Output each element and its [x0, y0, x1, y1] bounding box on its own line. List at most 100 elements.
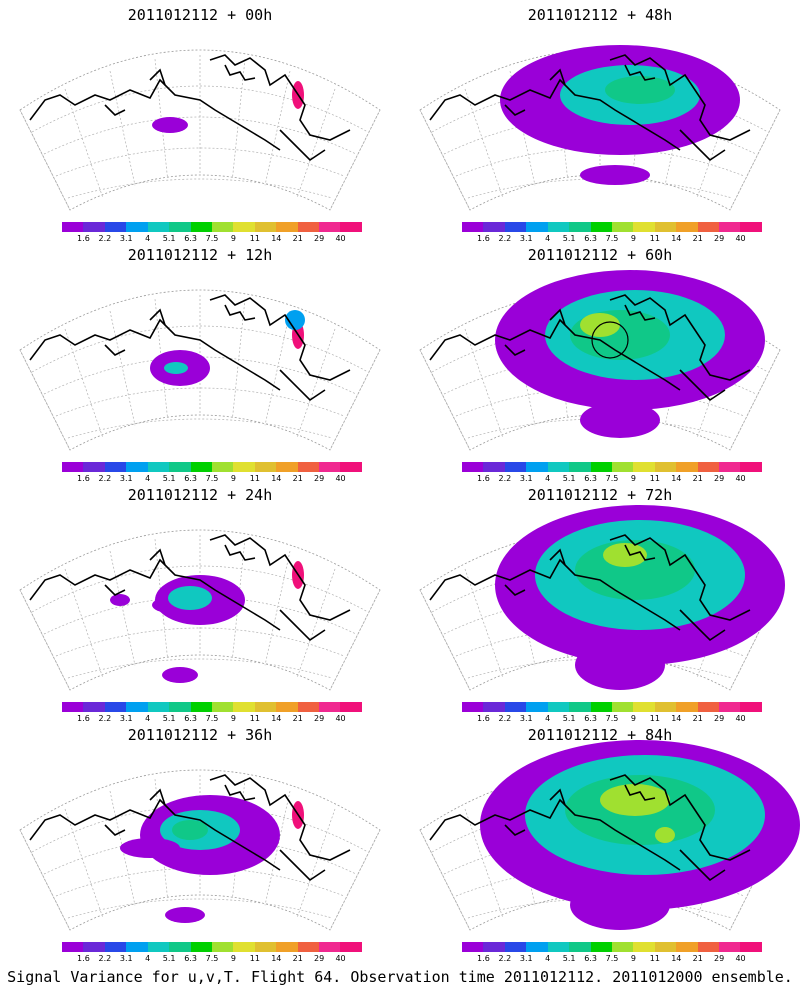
colorbar-cell: [104, 702, 127, 712]
coastline: [104, 104, 126, 116]
coastline: [209, 774, 351, 861]
colorbar-cell: [504, 942, 527, 952]
colorbar-cell: [590, 462, 612, 472]
colorbar-cell: [254, 222, 277, 232]
colorbar-cell: [547, 222, 570, 232]
colorbar-cell: [62, 702, 84, 712]
colorbar-cell: [719, 222, 741, 232]
colorbar-cell: [126, 942, 148, 952]
colorbar-cell: [276, 462, 298, 472]
colorbar-label: 3.1: [519, 234, 533, 243]
colorbar-label: 21: [692, 714, 703, 723]
colorbar-label: 14: [271, 954, 282, 963]
colorbar-label: 29: [314, 234, 325, 243]
colorbar-cell: [276, 222, 298, 232]
colorbar-cell: [462, 702, 484, 712]
colorbar-cell: [62, 222, 84, 232]
variance-region: [168, 586, 212, 610]
colorbar-label: 2.2: [98, 234, 112, 243]
colorbar-label: 21: [692, 954, 703, 963]
colorbar-cell: [319, 942, 341, 952]
meridian-line: [19, 589, 71, 691]
colorbar-cell: [126, 222, 148, 232]
colorbar-cell: [483, 942, 505, 952]
colorbar-cell: [319, 222, 341, 232]
colorbar-label: 4: [545, 714, 551, 723]
colorbar-label: 4: [145, 234, 151, 243]
colorbar-cell: [340, 222, 362, 232]
colorbar-label: 2.2: [98, 474, 112, 483]
coastline: [224, 304, 256, 321]
colorbar-label: 4: [545, 954, 551, 963]
colorbar-label: 3.1: [119, 474, 133, 483]
colorbar-cell: [169, 702, 191, 712]
coastline: [209, 294, 351, 381]
latitude-line: [31, 325, 369, 373]
colorbar-label: 6.3: [584, 234, 597, 243]
coastline: [549, 68, 566, 86]
meridian-line: [64, 88, 103, 197]
coastline: [224, 784, 256, 801]
colorbar-cell: [569, 702, 591, 712]
colorbar-cell: [340, 462, 362, 472]
colorbar-cell: [104, 462, 127, 472]
colorbar-cell: [462, 222, 484, 232]
coastline: [29, 78, 281, 151]
colorbar-label: 6.3: [584, 474, 597, 483]
latitude-line: [31, 565, 369, 613]
colorbar-cell: [654, 942, 677, 952]
panel-title: 2011012112 + 84h: [527, 726, 673, 744]
colorbar-label: 29: [714, 234, 725, 243]
polar-map: [419, 505, 785, 691]
colorbar-label: 29: [314, 474, 325, 483]
colorbar-label: 5.1: [162, 474, 176, 483]
colorbar-cell: [740, 222, 762, 232]
meridian-line: [264, 791, 291, 906]
colorbar-cell: [654, 222, 677, 232]
meridian-line: [464, 328, 503, 437]
panel-title: 2011012112 + 72h: [527, 486, 673, 504]
variance-region: [655, 827, 675, 843]
colorbar-cell: [254, 942, 277, 952]
forecast-panel: 2011012112 + 00h 1.6 2.2 3.1 4 5.1 6.3 7.5 9 11 14…: [0, 0, 400, 245]
colorbar-cell: [483, 462, 505, 472]
colorbar-cell: [740, 702, 762, 712]
coastline: [624, 304, 656, 321]
colorbar-label: 5.1: [162, 954, 176, 963]
coastline: [609, 294, 751, 381]
colorbar-cell: [147, 702, 170, 712]
polar-map: [19, 769, 381, 931]
map-boundary: [419, 49, 781, 211]
colorbar-label: 11: [649, 954, 660, 963]
meridian-line: [64, 568, 103, 677]
colorbar-label: 11: [249, 714, 260, 723]
coastline: [104, 584, 126, 596]
colorbar-cell: [147, 942, 170, 952]
colorbar-labels: 1.6 2.2 3.1 4 5.1 6.3 7.5 9 11 14 21 29 40: [462, 714, 762, 724]
colorbar-cell: [190, 462, 212, 472]
colorbar-label: 6.3: [184, 954, 197, 963]
colorbar-cell: [569, 222, 591, 232]
coastline: [104, 344, 126, 356]
meridian-line: [329, 349, 381, 451]
variance-region: [580, 402, 660, 438]
colorbar-label: 40: [735, 714, 746, 723]
colorbar-cell: [719, 942, 741, 952]
colorbar-cell: [633, 222, 655, 232]
colorbar-cell: [611, 462, 634, 472]
meridian-line: [729, 589, 781, 691]
map-boundary: [19, 289, 381, 451]
colorbar-cell: [147, 462, 170, 472]
variance-region: [110, 594, 130, 606]
polar-map: [19, 49, 381, 211]
coastline: [224, 64, 256, 81]
colorbar-cell: [676, 702, 698, 712]
colorbar-cell: [297, 942, 320, 952]
colorbar-label: 5.1: [162, 234, 176, 243]
colorbar-label: 6.3: [184, 714, 197, 723]
coastline: [224, 544, 256, 561]
meridian-line: [109, 311, 136, 426]
meridian-line: [64, 328, 103, 437]
colorbar-cell: [83, 222, 105, 232]
colorbar-label: 14: [671, 954, 682, 963]
